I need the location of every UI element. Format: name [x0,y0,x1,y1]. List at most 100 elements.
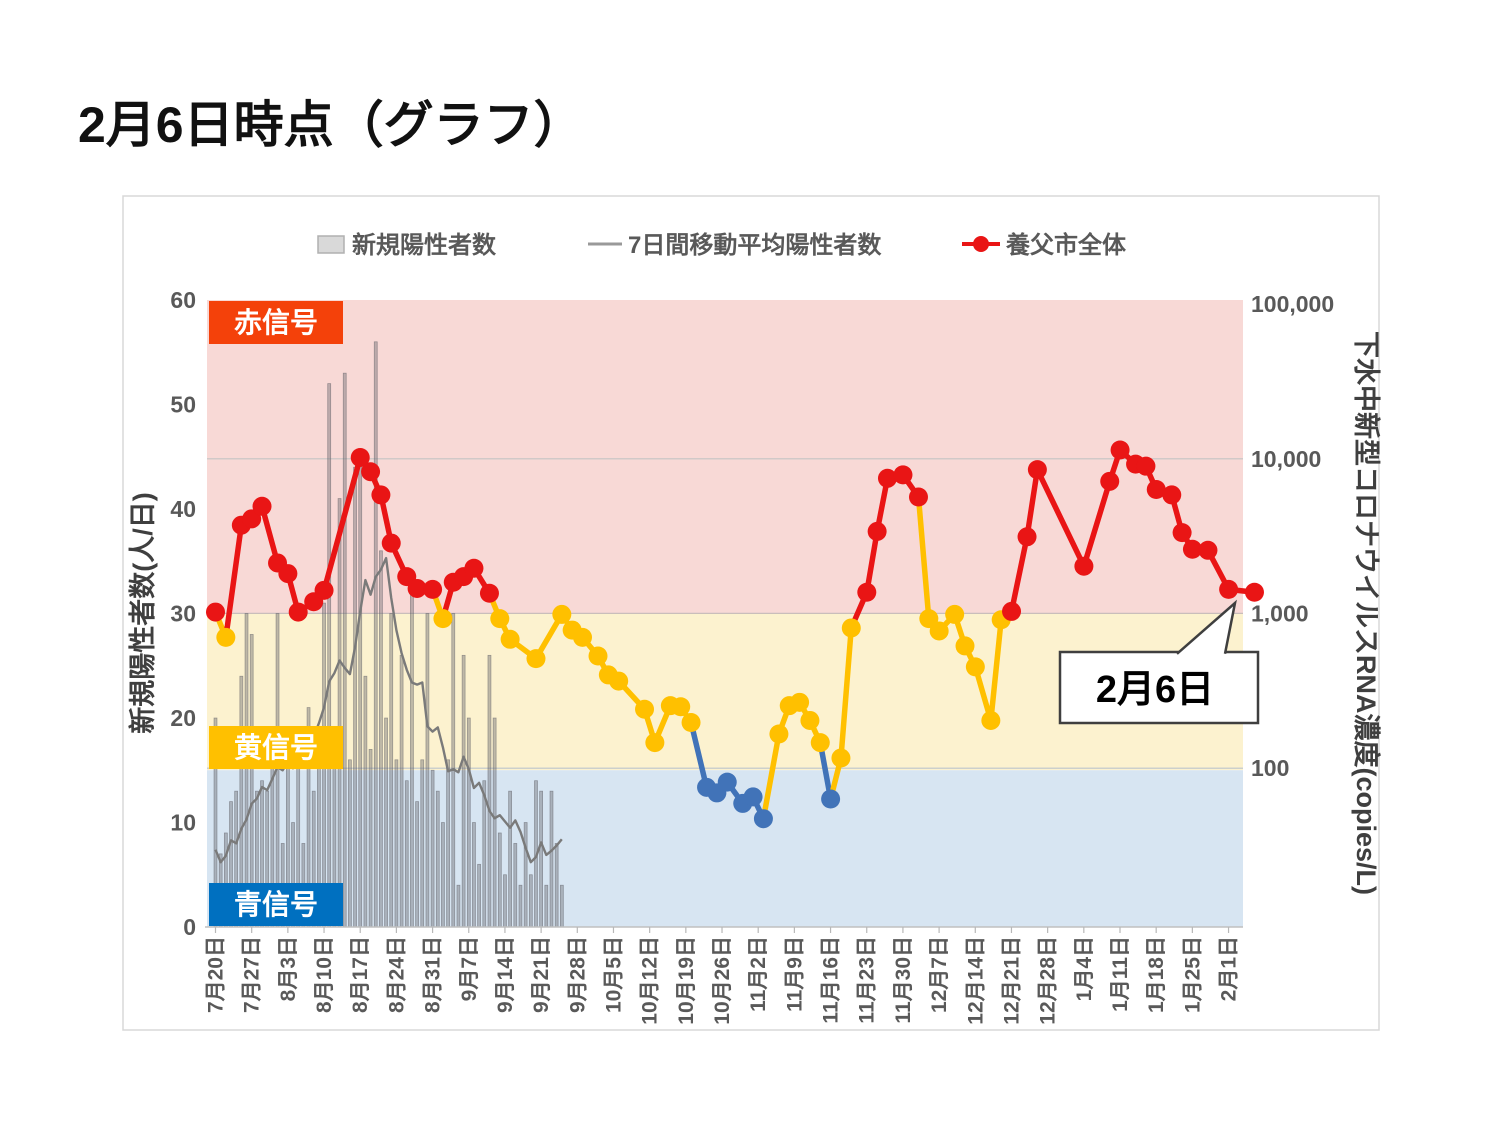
wastewater-series-segment [223,522,245,641]
x-axis-tick-label: 8月3日 [277,936,300,1001]
daily-cases-bar [497,832,502,928]
x-axis-tick-label: 1月11日 [1109,936,1132,1012]
right-axis-title: 下水中新型コロナウイルスRNA濃度(copies/L) [1351,331,1382,895]
wastewater-series-point [635,699,655,719]
right-axis-tick-label: 10,000 [1251,446,1321,472]
x-axis-tick-label: 11月30日 [892,936,915,1024]
x-axis-tick-label: 10月12日 [639,936,662,1025]
wastewater-series-point [1100,471,1120,491]
axis-ticks-group: 0 10 20 30 40 50 60 100,000 10,000 1,000 100 7月20日 7… [170,287,1334,1025]
wastewater-series-point [857,582,877,602]
wastewater-series-point [479,583,499,603]
daily-cases-bar [554,843,559,928]
red-signal-badge-box [209,301,343,344]
legend-label-daily-cases: 新規陽性者数 [352,231,497,259]
daily-cases-bar [389,613,394,928]
daily-cases-bar [363,675,368,928]
wastewater-series-point [1162,485,1182,505]
wastewater-series-point [1219,579,1239,599]
x-axis-tick-label: 11月9日 [783,936,806,1012]
daily-cases-bar [559,884,564,928]
wastewater-series-point [945,604,965,624]
yellow-signal-badge: 黄信号 [209,726,343,769]
x-axis-tick-label: 9月7日 [458,936,481,1001]
wastewater-series-point [288,602,308,622]
x-axis-tick-label: 10月26日 [711,936,734,1025]
daily-cases-bar [482,780,487,928]
wastewater-series-point [893,465,913,485]
wastewater-series-point [350,447,370,467]
right-axis-tick-label: 100 [1251,755,1289,781]
wastewater-series-point [216,627,236,647]
x-axis-tick-label: 9月14日 [494,936,517,1013]
wastewater-series-segment [915,494,932,622]
wastewater-series-point [965,657,985,677]
daily-cases-bar [348,759,352,928]
daily-cases-bar [384,717,388,928]
wastewater-series-point [609,671,629,691]
blue-signal-badge-label: 青信号 [234,889,318,920]
wastewater-series-point [955,636,975,656]
wastewater-series-segment [1034,466,1087,569]
daily-cases-bar [368,748,373,928]
daily-cases-bar [461,654,466,928]
daily-cases-bar [394,759,399,928]
x-axis-tick-label: 8月10日 [313,936,336,1013]
wastewater-series-point [790,692,810,712]
x-axis-tick-label: 12月7日 [928,936,951,1013]
x-axis-tick-label: 2月1日 [1218,936,1241,1001]
wastewater-series-point [252,496,272,516]
wastewater-series-segment [838,625,855,761]
daily-cases-bar [373,341,378,928]
yellow-signal-badge-box [209,726,343,769]
legend: 新規陽性者数 7日間移動平均陽性者数 養父市全体 [317,231,1127,259]
x-axis-tick-label: 11月23日 [856,936,879,1024]
daily-cases-bar [477,863,481,928]
left-axis-tick-label: 30 [170,601,196,627]
x-axis-tick-label: 10月19日 [675,936,698,1025]
wastewater-series-point [1027,460,1047,480]
wastewater-series-segment [760,731,782,822]
wastewater-series-segment [864,528,880,596]
left-axis-tick-label: 20 [170,705,196,731]
legend-item-daily-cases: 新規陽性者数 [317,231,497,259]
wastewater-series-point [464,558,484,578]
wastewater-series-point [753,809,773,829]
moving-average-group [214,556,563,864]
wastewater-series-point [717,772,737,792]
wastewater-series-point [552,604,572,624]
daily-cases-bar [399,654,404,928]
callout-box [1058,650,1260,725]
wastewater-series-point [1017,527,1037,547]
wastewater-series-point [1146,480,1166,500]
legend-label-yabu-city: 養父市全体 [1006,231,1127,259]
daily-cases-bar [513,843,518,928]
wastewater-series-point [433,609,453,629]
wastewater-series-point [1074,556,1094,576]
daily-cases-bar [425,613,430,928]
wastewater-series-point [500,629,520,649]
x-axis-tick-label: 8月24日 [385,936,408,1013]
legend-label-moving-average: 7日間移動平均陽性者数 [628,231,882,259]
wastewater-series-group [206,440,1264,829]
wastewater-series-point [769,724,789,744]
daily-cases-bar [441,822,445,928]
daily-cases-bar [342,372,347,928]
wastewater-series-point [981,710,1001,730]
x-axis-tick-label: 8月31日 [422,936,445,1013]
daily-cases-bar [410,581,414,928]
yellow-signal-badge-label: 黄信号 [234,732,318,763]
moving-average-line [214,556,563,864]
wastewater-series-point [1002,601,1022,621]
blue-signal-badge-box [209,883,343,926]
x-axis-tick-label: 1月18日 [1145,936,1168,1013]
x-axis-tick-label: 11月16日 [820,936,843,1024]
blue-signal-badge: 青信号 [209,883,343,926]
wastewater-series-segment [988,616,1004,724]
daily-cases-bar [539,790,543,928]
x-axis-tick-label: 12月28日 [1037,936,1060,1025]
x-axis-tick-label: 9月21日 [530,936,553,1013]
red-signal-badge: 赤信号 [209,301,343,344]
wastewater-series-point [877,468,897,488]
